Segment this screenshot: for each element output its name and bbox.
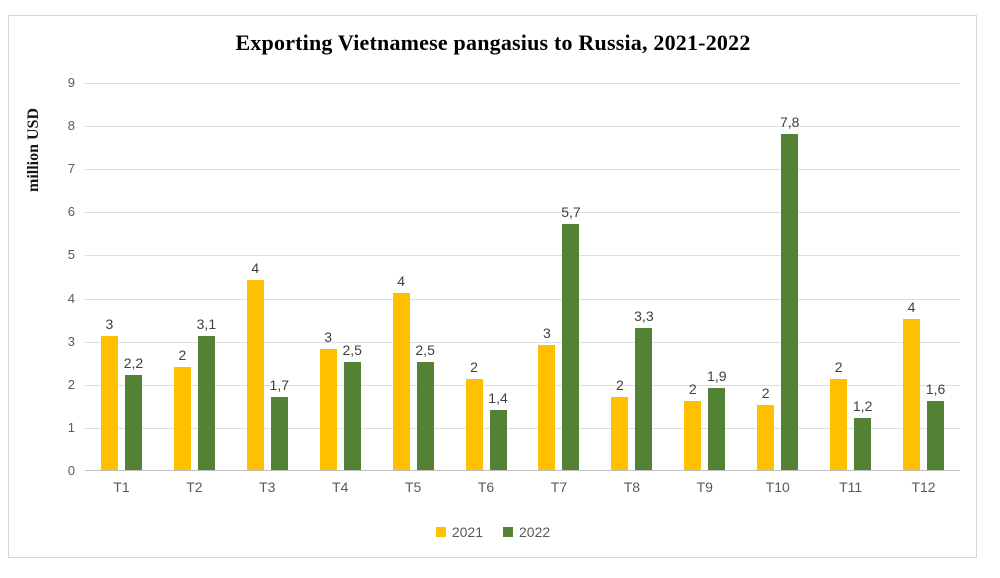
legend: 2021 2022: [8, 524, 978, 540]
x-tick-label-T3: T3: [259, 479, 276, 495]
y-tick-label-9: 9: [67, 75, 75, 90]
chart-frame-border: [8, 15, 977, 558]
gridline-4: [85, 298, 960, 300]
legend-label-2022: 2022: [519, 524, 551, 540]
x-tick-label-T4: T4: [332, 479, 349, 495]
bar-2022-T7: [562, 224, 580, 470]
bar-2021-T10: [757, 405, 775, 470]
gridline-1: [85, 427, 960, 429]
x-tick-label-T8: T8: [623, 479, 641, 495]
x-tick-label-T1: T1: [113, 479, 130, 495]
gridline-5: [85, 255, 960, 257]
y-tick-label-3: 3: [67, 333, 75, 349]
gridline-8: [85, 126, 960, 128]
data-label-2022-T1: 2,2: [123, 355, 144, 372]
y-tick-label-6: 6: [67, 204, 75, 220]
x-axis-line: [85, 470, 960, 471]
data-label-2022-T11: 1,2: [852, 398, 873, 415]
y-axis-tick-labels: 0 1 2 3 4 5 6 7 8 9: [0, 75, 75, 478]
legend-swatch-2021-icon: [435, 527, 446, 537]
bar-2022-T4: [343, 362, 361, 470]
x-tick-label-T6: T6: [477, 479, 495, 495]
y-tick-label-0: 0: [67, 463, 75, 478]
bar-2021-T5: [392, 293, 410, 470]
bar-2021-T11: [830, 379, 848, 470]
gridline-9: [85, 83, 960, 84]
chart-title: Exporting Vietnamese pangasius to Russia…: [235, 30, 751, 55]
bar-2021-T8: [611, 396, 629, 470]
gridline-7: [85, 169, 960, 171]
data-label-2021-T11: 2: [834, 359, 843, 376]
data-label-2021-T3: 4: [251, 260, 260, 277]
data-label-2022-T12: 1,6: [925, 381, 946, 398]
y-tick-label-1: 1: [67, 419, 75, 435]
bar-2022-T2: [197, 336, 215, 470]
x-tick-label-T7: T7: [550, 479, 568, 495]
plot-area: 3 2 4 3 4 2 3 2 2 2 2 4 2,2 3,1 1,7 2,5 2,5 1,4 5,7 3,3 1,9 7…: [85, 83, 960, 471]
bar-2022-T12: [927, 401, 945, 470]
data-label-2022-T8: 3,3: [634, 307, 654, 324]
bar-2022-T1: [124, 375, 142, 470]
data-label-2021-T4: 3: [324, 329, 333, 346]
y-tick-label-4: 4: [67, 290, 75, 306]
y-tick-label-2: 2: [67, 376, 75, 392]
bar-2021-T12: [903, 319, 921, 470]
data-label-2021-T5: 4: [397, 273, 406, 290]
data-label-2022-T10: 7,8: [779, 113, 800, 130]
data-label-2021-T1: 3: [105, 316, 114, 333]
x-tick-label-T9: T9: [696, 479, 713, 495]
data-label-2022-T5: 2,5: [415, 342, 435, 359]
data-label-2021-T6: 2: [470, 359, 478, 376]
data-label-2022-T4: 2,5: [342, 342, 362, 359]
data-label-2021-T9: 2: [688, 381, 697, 398]
data-label-2022-T7: 5,7: [561, 204, 581, 221]
bar-2022-T5: [416, 362, 434, 470]
bar-2021-T9: [684, 401, 702, 470]
legend-item-2022: 2022: [503, 524, 550, 540]
bar-2022-T10: [781, 133, 799, 470]
data-label-2021-T8: 2: [615, 376, 624, 393]
data-label-2021-T12: 4: [907, 299, 916, 316]
bar-2021-T1: [100, 336, 118, 470]
x-axis-tick-labels: T1 T2 T3 T4 T5 T6 T7 T8 T9 T10 T11 T12: [85, 479, 960, 499]
data-label-2022-T6: 1,4: [488, 389, 508, 406]
bar-2022-T9: [708, 388, 726, 470]
bar-2022-T8: [635, 327, 653, 470]
legend-label-2021: 2021: [451, 524, 483, 540]
gridline-6: [85, 212, 960, 214]
y-tick-label-7: 7: [67, 161, 75, 177]
bar-2022-T11: [854, 418, 872, 470]
data-label-2022-T9: 1,9: [707, 368, 727, 385]
gridline-2: [85, 384, 960, 386]
x-tick-label-T5: T5: [404, 479, 422, 495]
bar-2021-T3: [246, 280, 264, 470]
data-label-2021-T2: 2: [178, 346, 187, 363]
x-tick-label-T10: T10: [765, 479, 790, 495]
y-tick-label-8: 8: [67, 118, 75, 134]
bar-2021-T6: [465, 379, 483, 470]
bar-2022-T6: [489, 409, 507, 470]
data-label-2021-T7: 3: [543, 324, 551, 341]
x-tick-label-T2: T2: [186, 479, 203, 495]
x-tick-label-T12: T12: [911, 479, 936, 495]
legend-item-2021: 2021: [435, 524, 483, 540]
bar-2022-T3: [270, 396, 288, 470]
bar-2021-T4: [319, 349, 337, 470]
data-label-2022-T2: 3,1: [196, 316, 217, 333]
legend-swatch-2022-icon: [503, 527, 513, 537]
x-tick-label-T11: T11: [839, 479, 863, 495]
data-label-2022-T3: 1,7: [269, 376, 290, 393]
y-tick-label-5: 5: [67, 247, 75, 263]
gridline-3: [85, 341, 960, 343]
bar-2021-T2: [173, 366, 191, 470]
data-label-2021-T10: 2: [761, 385, 770, 402]
bar-2021-T7: [538, 344, 556, 470]
